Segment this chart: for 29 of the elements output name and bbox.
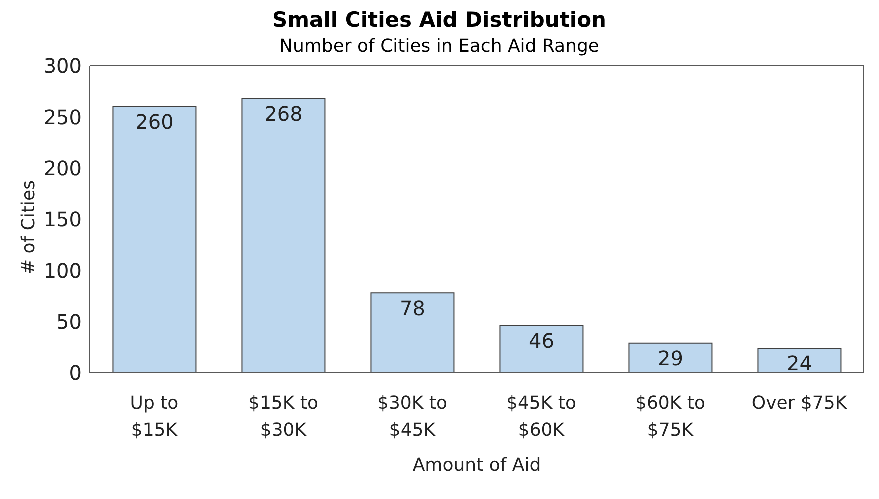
x-tick-label: Up to $15K [130,393,179,441]
bar [628,342,713,373]
x-tick-label: $15K to $30K [248,393,318,441]
x-tick-label: Over $75K [752,393,848,414]
data-label: 268 [264,102,303,126]
bar [112,106,197,373]
bar [500,325,584,373]
y-tick-label: 150 [44,208,82,232]
y-tick-label: 250 [44,105,82,130]
x-tick-label: $45K to $60K [506,393,576,441]
bar [242,98,326,373]
data-label: 260 [136,110,174,134]
bar [370,292,455,373]
chart-title: Small Cities Aid Distribution [272,8,608,32]
chart-subtitle: Number of Cities in Each Aid Range [280,36,600,57]
y-tick-label: 200 [44,156,82,180]
x-tick-label: $60K to $75K [636,393,706,441]
y-axis-title: # of Cities [18,180,40,274]
y-tick-label: 300 [44,54,82,78]
y-tick-label: 50 [56,310,82,334]
x-axis-title: Amount of Aid [412,455,542,476]
data-label: 24 [786,352,812,376]
data-label: 29 [658,346,684,371]
y-tick-label: 0 [69,361,82,386]
y-tick-label: 100 [44,258,82,283]
x-tick-label: $30K to $45K [378,393,448,441]
data-label: 46 [528,329,554,354]
bar [758,348,842,373]
data-label: 78 [400,296,426,320]
